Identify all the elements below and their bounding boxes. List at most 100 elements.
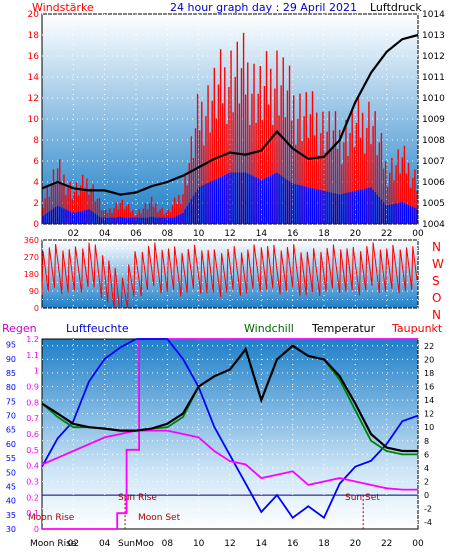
- x-tick-label: 06: [130, 229, 142, 239]
- x-tick-label: 00: [412, 539, 424, 549]
- rain-y-tick-label: 1: [34, 367, 39, 376]
- humidity-y-tick-label: 85: [6, 369, 16, 378]
- wind-direction-y-axis: 0 90 180 270 360: [24, 236, 39, 313]
- pressure-y-tick-label: 1005: [422, 199, 445, 209]
- panel3-x-axis: Moon Rise SunMoo 02 04 08 10 12 14 16 18 20 22 00: [30, 539, 424, 549]
- rain-y-tick-label: 0: [34, 525, 39, 534]
- pressure-y-tick-label: 1008: [422, 136, 445, 146]
- pressure-y-tick-label: 1009: [422, 115, 445, 125]
- temperature-y-tick-label: 18: [424, 369, 434, 378]
- humidity-line: [41, 338, 419, 520]
- x-moon-rise-label: Moon Rise: [30, 539, 77, 549]
- pressure-y-tick-label: 1007: [422, 157, 445, 167]
- compass-label-n-top: N: [432, 240, 441, 254]
- humidity-y-tick-label: 50: [6, 468, 16, 477]
- x-tick-label: 10: [193, 229, 205, 239]
- pressure-y-axis: 1004 1005 1006 1007 1008 1009 1010 1011 1012 1013…: [422, 10, 445, 230]
- taupunkt-label: Taupunkt: [391, 322, 443, 335]
- humidity-y-tick-label: 80: [6, 383, 16, 392]
- wind-y-tick-label: 8: [33, 136, 39, 146]
- temperature-y-axis: -4 -2 0 2 4 6 8 10 12 14 16 18 20 22: [424, 342, 434, 527]
- compass-label-s: S: [432, 274, 440, 288]
- wind-direction-line: [41, 242, 418, 309]
- direction-y-tick-label: 180: [24, 270, 39, 279]
- wind-y-tick-label: 18: [28, 31, 40, 41]
- pressure-y-tick-label: 1012: [422, 52, 445, 62]
- temperature-y-tick-label: 4: [424, 464, 429, 473]
- rain-y-tick-label: 1.2: [26, 335, 39, 344]
- humidity-y-tick-label: 70: [6, 412, 16, 421]
- humidity-y-tick-label: 40: [6, 497, 16, 506]
- sun-set-label: Sun Set: [345, 493, 380, 503]
- humidity-y-tick-label: 75: [6, 397, 16, 406]
- pressure-y-tick-label: 1011: [422, 73, 445, 83]
- pressure-series: [41, 33, 419, 196]
- windstaerke-label: Windstärke: [32, 1, 94, 14]
- pressure-y-tick-label: 1006: [422, 178, 445, 188]
- x-tick-label: 14: [256, 229, 268, 239]
- wind-y-tick-label: 2: [33, 199, 39, 209]
- luftfeuchte-label: Luftfeuchte: [66, 322, 129, 335]
- humidity-y-tick-label: 95: [6, 341, 16, 350]
- pressure-y-tick-label: 1013: [422, 31, 445, 41]
- rain-y-tick-label: 0.2: [26, 493, 39, 502]
- temperature-y-tick-label: -4: [424, 518, 432, 527]
- compass-label-o: O: [432, 291, 441, 305]
- moon-set-label: Moon Set: [138, 513, 181, 523]
- dewpoint-line: [41, 429, 418, 491]
- panel1-x-axis: 02 04 06 08 10 12 14 16 18 20 22 00: [68, 229, 424, 239]
- direction-y-tick-label: 360: [24, 236, 39, 245]
- x-tick-label: 02: [68, 229, 79, 239]
- rain-y-tick-label: 1.1: [26, 351, 39, 360]
- moon-rise-label: Moon Rise: [28, 513, 75, 523]
- temperature-y-tick-label: 16: [424, 383, 434, 392]
- temperatur-label: Temperatur: [311, 322, 376, 335]
- windchill-label: Windchill: [244, 322, 294, 335]
- x-tick-label: 08: [162, 229, 174, 239]
- x-tick-label: 22: [381, 539, 392, 549]
- rain-y-tick-label: 0.6: [26, 430, 39, 439]
- rain-y-tick-label: 0.9: [26, 383, 39, 392]
- rain-y-tick-label: 0.4: [26, 462, 39, 471]
- wind-y-tick-label: 12: [28, 94, 39, 104]
- compass-label-w: W: [432, 257, 444, 271]
- temperature-y-tick-label: 10: [424, 423, 434, 432]
- x-tick-label: 16: [287, 229, 299, 239]
- x-tick-label: 18: [318, 539, 330, 549]
- compass-label-n-bottom: N: [432, 308, 441, 322]
- rain-y-tick-label: 0.3: [26, 478, 39, 487]
- temperature-y-tick-label: 12: [424, 410, 434, 419]
- wind-y-tick-label: 20: [28, 10, 40, 20]
- temperature-line: [41, 344, 418, 453]
- x-tick-label: 04: [99, 229, 111, 239]
- wind-y-tick-label: 16: [28, 52, 40, 62]
- sun-moon-events: Sun Rise Sun Set Moon Rise Moon Set: [28, 493, 380, 523]
- humidity-y-tick-label: 65: [6, 426, 16, 435]
- wind-y-tick-label: 10: [28, 115, 40, 125]
- rain-y-tick-label: 0.7: [26, 414, 39, 423]
- x-sunmoon-label: SunMoo: [118, 539, 154, 549]
- wind-y-tick-label: 4: [33, 178, 39, 188]
- temperature-y-tick-label: 8: [424, 437, 429, 446]
- rain-y-tick-label: 0.1: [26, 509, 39, 518]
- humidity-y-tick-label: 30: [6, 525, 16, 534]
- x-tick-label: 04: [99, 539, 111, 549]
- humidity-y-tick-label: 45: [6, 482, 16, 491]
- regen-label: Regen: [2, 322, 37, 335]
- pressure-line: [41, 33, 419, 196]
- x-tick-label: 08: [162, 539, 174, 549]
- humidity-y-tick-label: 90: [6, 355, 16, 364]
- pressure-y-tick-label: 1004: [422, 220, 445, 230]
- rain-y-tick-label: 0.5: [26, 446, 39, 455]
- temperature-y-tick-label: 2: [424, 478, 429, 487]
- x-tick-label: 18: [318, 229, 330, 239]
- x-tick-label: 02: [68, 539, 79, 549]
- x-tick-label: 00: [412, 229, 424, 239]
- pressure-y-tick-label: 1010: [422, 94, 445, 104]
- humidity-y-tick-label: 60: [6, 440, 16, 449]
- temperature-y-tick-label: 22: [424, 342, 434, 351]
- humidity-y-tick-label: 55: [6, 454, 16, 463]
- rain-line: [42, 338, 418, 530]
- climate-grid: [42, 339, 419, 529]
